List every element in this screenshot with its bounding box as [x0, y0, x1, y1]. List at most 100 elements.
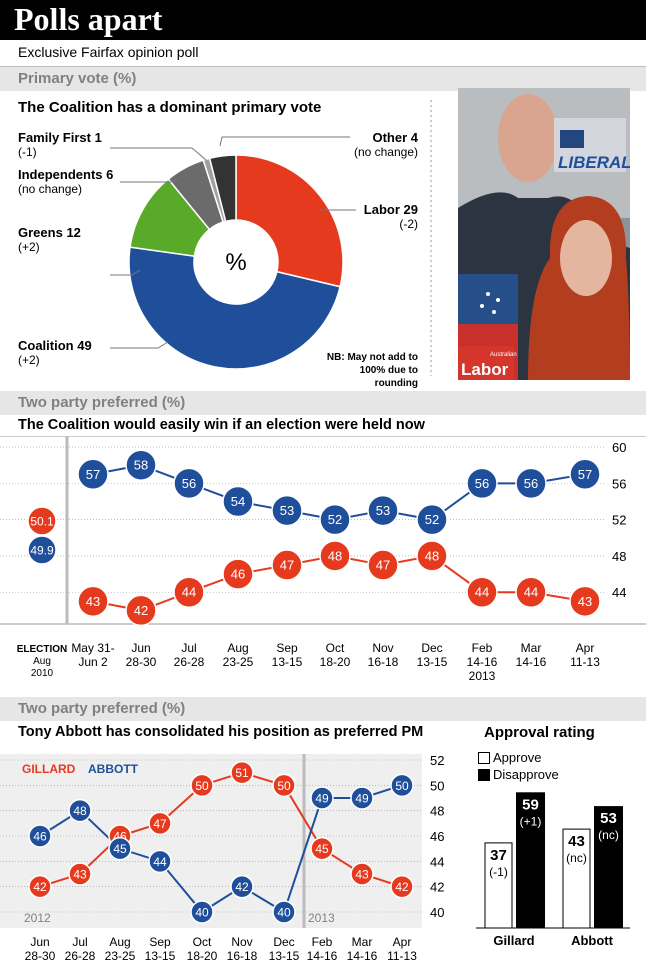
- data-label: 52: [328, 512, 342, 527]
- data-label: 44: [524, 585, 538, 600]
- data-point: [367, 494, 399, 527]
- label-change: (+2): [18, 353, 40, 367]
- leaders-photo: LIBERAL Australian Labor: [458, 88, 630, 380]
- legend-label: Approve: [493, 750, 542, 765]
- x-tick-label: 28-30: [25, 949, 56, 963]
- x-tick-label: 13-15: [272, 655, 303, 669]
- data-point: [367, 549, 399, 581]
- data-point: [569, 585, 601, 618]
- data-label: 42: [395, 880, 409, 894]
- x-tick-label: Apr: [576, 641, 595, 655]
- data-point: [319, 503, 351, 536]
- data-label: 42: [33, 880, 47, 894]
- label-value: 29: [403, 202, 418, 217]
- x-tick-label: Mar: [521, 641, 542, 655]
- data-label: 49: [315, 792, 329, 806]
- pie-slice-coalition: [128, 246, 342, 370]
- data-label: 54: [231, 494, 245, 509]
- data-label: 44: [153, 855, 167, 869]
- data-label: 53: [376, 503, 390, 518]
- gillard-face: [560, 220, 612, 296]
- liberal-text: LIBERAL: [558, 153, 630, 172]
- x-tick-label: Dec: [273, 935, 294, 949]
- data-point: [319, 540, 351, 572]
- pie-center-label: %: [225, 249, 246, 276]
- data-point: [27, 535, 57, 565]
- data-point: [148, 811, 172, 836]
- y-tick-label: 44: [612, 585, 626, 600]
- data-point: [190, 900, 214, 924]
- x-tick-label: ELECTION: [17, 644, 68, 655]
- legend-gillard: GILLARD: [22, 762, 76, 776]
- chart-title-tpp-1: The Coalition would easily win if an ele…: [18, 417, 425, 433]
- approval-title: Approval rating: [484, 724, 595, 741]
- x-tick-label: Apr: [393, 935, 412, 949]
- bar-disapprove: [516, 792, 545, 928]
- data-label: 50: [195, 779, 209, 793]
- legend-swatch: [478, 751, 490, 764]
- leader-line: [110, 341, 169, 349]
- data-label: 44: [182, 585, 196, 600]
- x-tick-label: Nov: [231, 935, 252, 949]
- data-point: [125, 594, 157, 627]
- bar-disapprove: [594, 806, 623, 928]
- x-tick-label: 11-13: [570, 655, 600, 669]
- y-tick-label: 48: [430, 804, 444, 819]
- section-band: [0, 697, 646, 721]
- divider: [0, 66, 646, 67]
- x-tick-label: Mar: [352, 935, 373, 949]
- y-tick-label: 48: [612, 549, 626, 564]
- label-name: Independents: [18, 167, 103, 182]
- pie-note: NB: May not add to 100% due to rounding: [326, 352, 418, 389]
- x-tick-label: 16-18: [368, 655, 399, 669]
- x-tick-label: Aug: [227, 641, 248, 655]
- data-label: 56: [524, 476, 538, 491]
- data-label: 51: [235, 766, 249, 780]
- label-value: 12: [66, 225, 81, 240]
- series-line-gillard: [39, 771, 403, 888]
- data-point: [222, 485, 254, 518]
- pie-chart: %: [110, 136, 356, 370]
- data-label: 57: [86, 467, 100, 482]
- data-label: 52: [425, 512, 439, 527]
- x-tick-label: Dec: [421, 641, 442, 655]
- data-point: [272, 900, 296, 924]
- legend-label: Disapprove: [493, 767, 559, 782]
- x-tick-label: Feb: [472, 641, 493, 655]
- data-label: 46: [33, 830, 47, 844]
- section-band: [0, 67, 646, 91]
- section-band: [0, 391, 646, 415]
- data-point: [148, 849, 172, 874]
- x-tick-label: Aug: [109, 935, 130, 949]
- leader-line: [219, 136, 350, 147]
- y-tick-label: 60: [612, 440, 626, 455]
- year-label: 2012: [24, 911, 51, 925]
- y-tick-label: 40: [430, 905, 444, 920]
- y-tick-label: 52: [612, 513, 626, 528]
- bar-category-label: Gillard: [493, 933, 534, 948]
- data-label: 50: [277, 779, 291, 793]
- data-point: [390, 874, 414, 899]
- section-title-tpp-2: Two party preferred (%): [18, 700, 186, 717]
- data-label: 43: [86, 594, 100, 609]
- data-point: [569, 458, 601, 491]
- data-point: [68, 862, 92, 886]
- x-tick-label: 14-16: [347, 949, 378, 963]
- x-tick-label: 23-25: [105, 949, 136, 963]
- chart-title-primary: The Coalition has a dominant primary vot…: [18, 99, 322, 116]
- label-name: Family First: [18, 130, 91, 145]
- data-label: 42: [235, 880, 249, 894]
- data-point: [350, 862, 374, 886]
- bar-value: 43: [568, 833, 585, 850]
- data-point: [108, 836, 132, 861]
- bar-value: 59: [522, 796, 539, 813]
- x-tick-label: Feb: [312, 935, 333, 949]
- pie-slice-other: [208, 154, 237, 223]
- y-tick-label: 52: [430, 753, 444, 768]
- data-label: 43: [73, 868, 87, 882]
- x-tick-label: Sep: [149, 935, 171, 949]
- label-name: Labor: [363, 202, 400, 217]
- x-tick-label: 13-15: [145, 949, 176, 963]
- data-label: 44: [475, 585, 489, 600]
